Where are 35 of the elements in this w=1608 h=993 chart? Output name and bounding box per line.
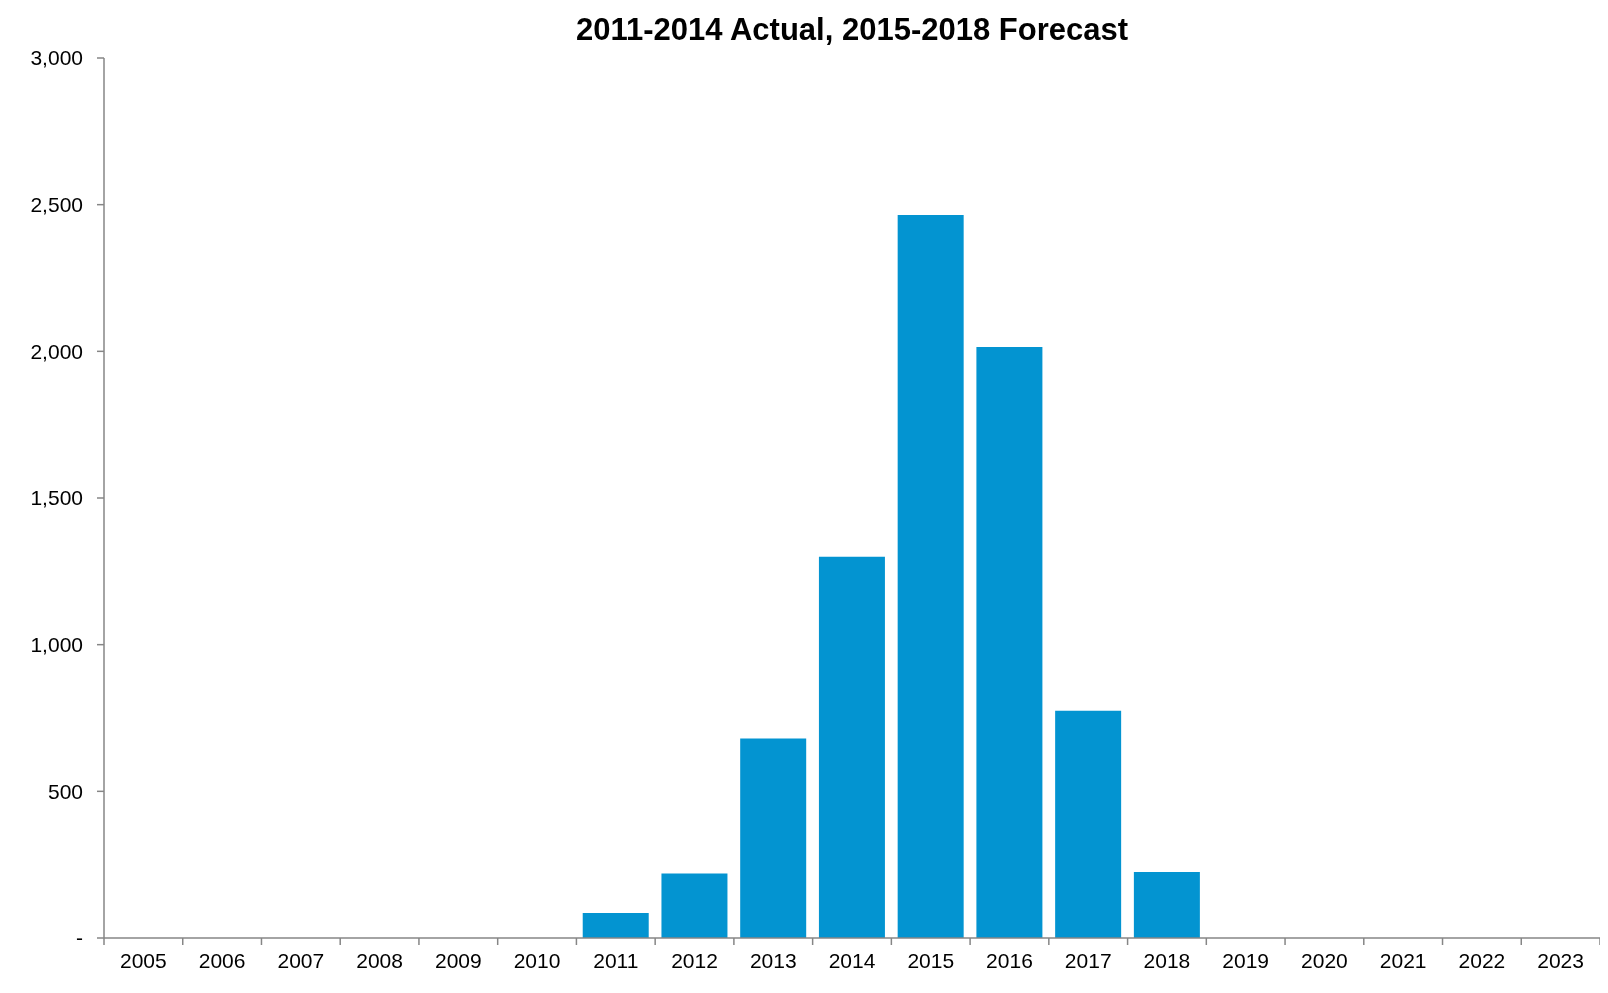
bar bbox=[897, 214, 964, 938]
y-tick-label: 2,500 bbox=[30, 193, 83, 217]
y-tick-label: 1,000 bbox=[30, 633, 83, 657]
x-tick-label: 2022 bbox=[1458, 949, 1506, 972]
y-tick-label: 1,500 bbox=[30, 486, 83, 510]
y-tick-label: 500 bbox=[47, 779, 83, 803]
x-tick-label: 2010 bbox=[513, 949, 561, 972]
x-tick-label: 2015 bbox=[907, 949, 955, 972]
x-tick-label: 2023 bbox=[1537, 949, 1584, 972]
x-tick-label: 2009 bbox=[434, 949, 482, 972]
x-tick-label: 2005 bbox=[120, 949, 167, 972]
x-tick-label: 2019 bbox=[1222, 949, 1270, 972]
bar bbox=[1133, 872, 1200, 938]
x-tick-label: 2006 bbox=[198, 949, 246, 972]
x-tick-label: 2017 bbox=[1064, 949, 1112, 972]
y-tick-label: 2,000 bbox=[30, 339, 83, 363]
x-tick-label: 2018 bbox=[1143, 949, 1191, 972]
bar bbox=[582, 913, 649, 938]
x-tick-label: 2014 bbox=[828, 949, 876, 972]
chart-title: 2011-2014 Actual, 2015-2018 Forecast bbox=[574, 12, 1130, 48]
bar bbox=[1055, 710, 1122, 938]
x-tick-label: 2020 bbox=[1301, 949, 1348, 972]
x-tick-label: 2013 bbox=[749, 949, 797, 972]
x-tick-label: 2007 bbox=[277, 949, 325, 972]
x-tick-label: 2011 bbox=[593, 949, 639, 972]
x-tick-label: 2012 bbox=[671, 949, 718, 972]
x-tick-label: 2016 bbox=[986, 949, 1033, 972]
bar bbox=[661, 873, 728, 938]
y-tick-label: - bbox=[76, 926, 83, 950]
bar bbox=[818, 556, 885, 938]
bar bbox=[976, 346, 1043, 938]
bar bbox=[740, 738, 807, 938]
y-tick-label: 3,000 bbox=[30, 46, 83, 70]
x-tick-label: 2021 bbox=[1379, 949, 1427, 972]
x-tick-label: 2008 bbox=[356, 949, 403, 972]
